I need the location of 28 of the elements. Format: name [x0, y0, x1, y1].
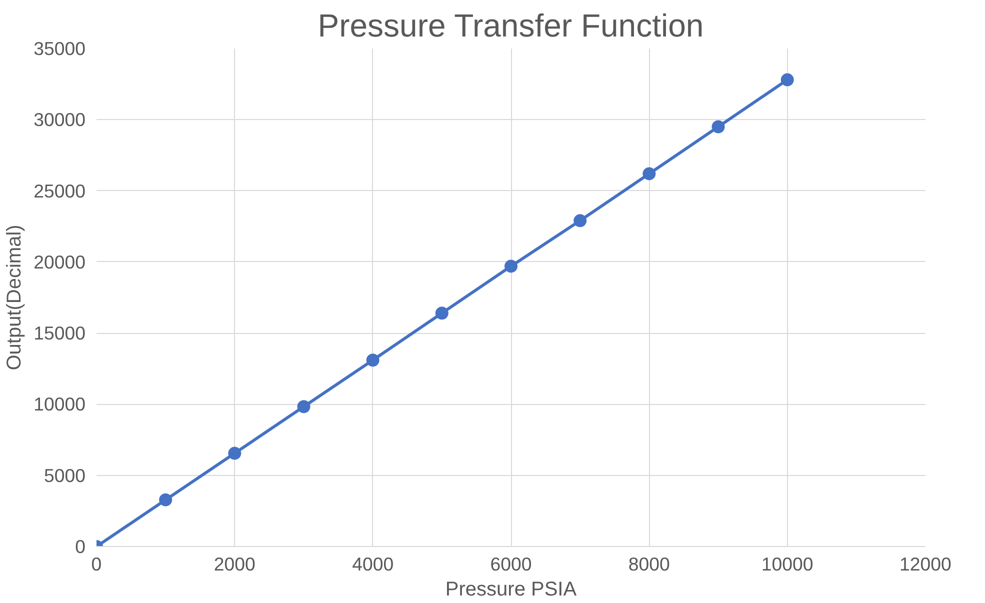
chart-title: Pressure Transfer Function	[318, 8, 704, 44]
point	[366, 354, 380, 367]
point	[297, 400, 310, 414]
x-tick-label: 10000	[761, 554, 814, 574]
point	[159, 493, 172, 506]
point	[574, 214, 587, 228]
y-tick-label: 25000	[34, 180, 86, 202]
y-tick-label: 5000	[44, 464, 86, 486]
x-tick-label: 8000	[628, 554, 670, 574]
point	[228, 446, 242, 460]
point	[780, 73, 794, 86]
point	[504, 260, 518, 273]
y-tick-label: 20000	[34, 251, 86, 272]
y-tick-label: 35000	[34, 38, 86, 59]
x-axis-title: Pressure PSIA	[445, 578, 578, 600]
x-tick-label: 4000	[352, 554, 394, 574]
x-tick-label: 12000	[900, 554, 952, 574]
y-tick-label: 10000	[34, 394, 86, 415]
y-tick-label: 15000	[34, 322, 86, 344]
point	[435, 306, 448, 320]
point	[712, 120, 725, 134]
x-tick-label: 0	[91, 554, 102, 574]
x-tick-label: 2000	[214, 554, 256, 574]
y-tick-label: 0	[75, 536, 86, 557]
point	[642, 167, 656, 180]
x-tick-label: 6000	[490, 554, 532, 574]
y-axis-title: Output(Decimal)	[4, 224, 26, 370]
y-tick-label: 30000	[34, 109, 86, 130]
